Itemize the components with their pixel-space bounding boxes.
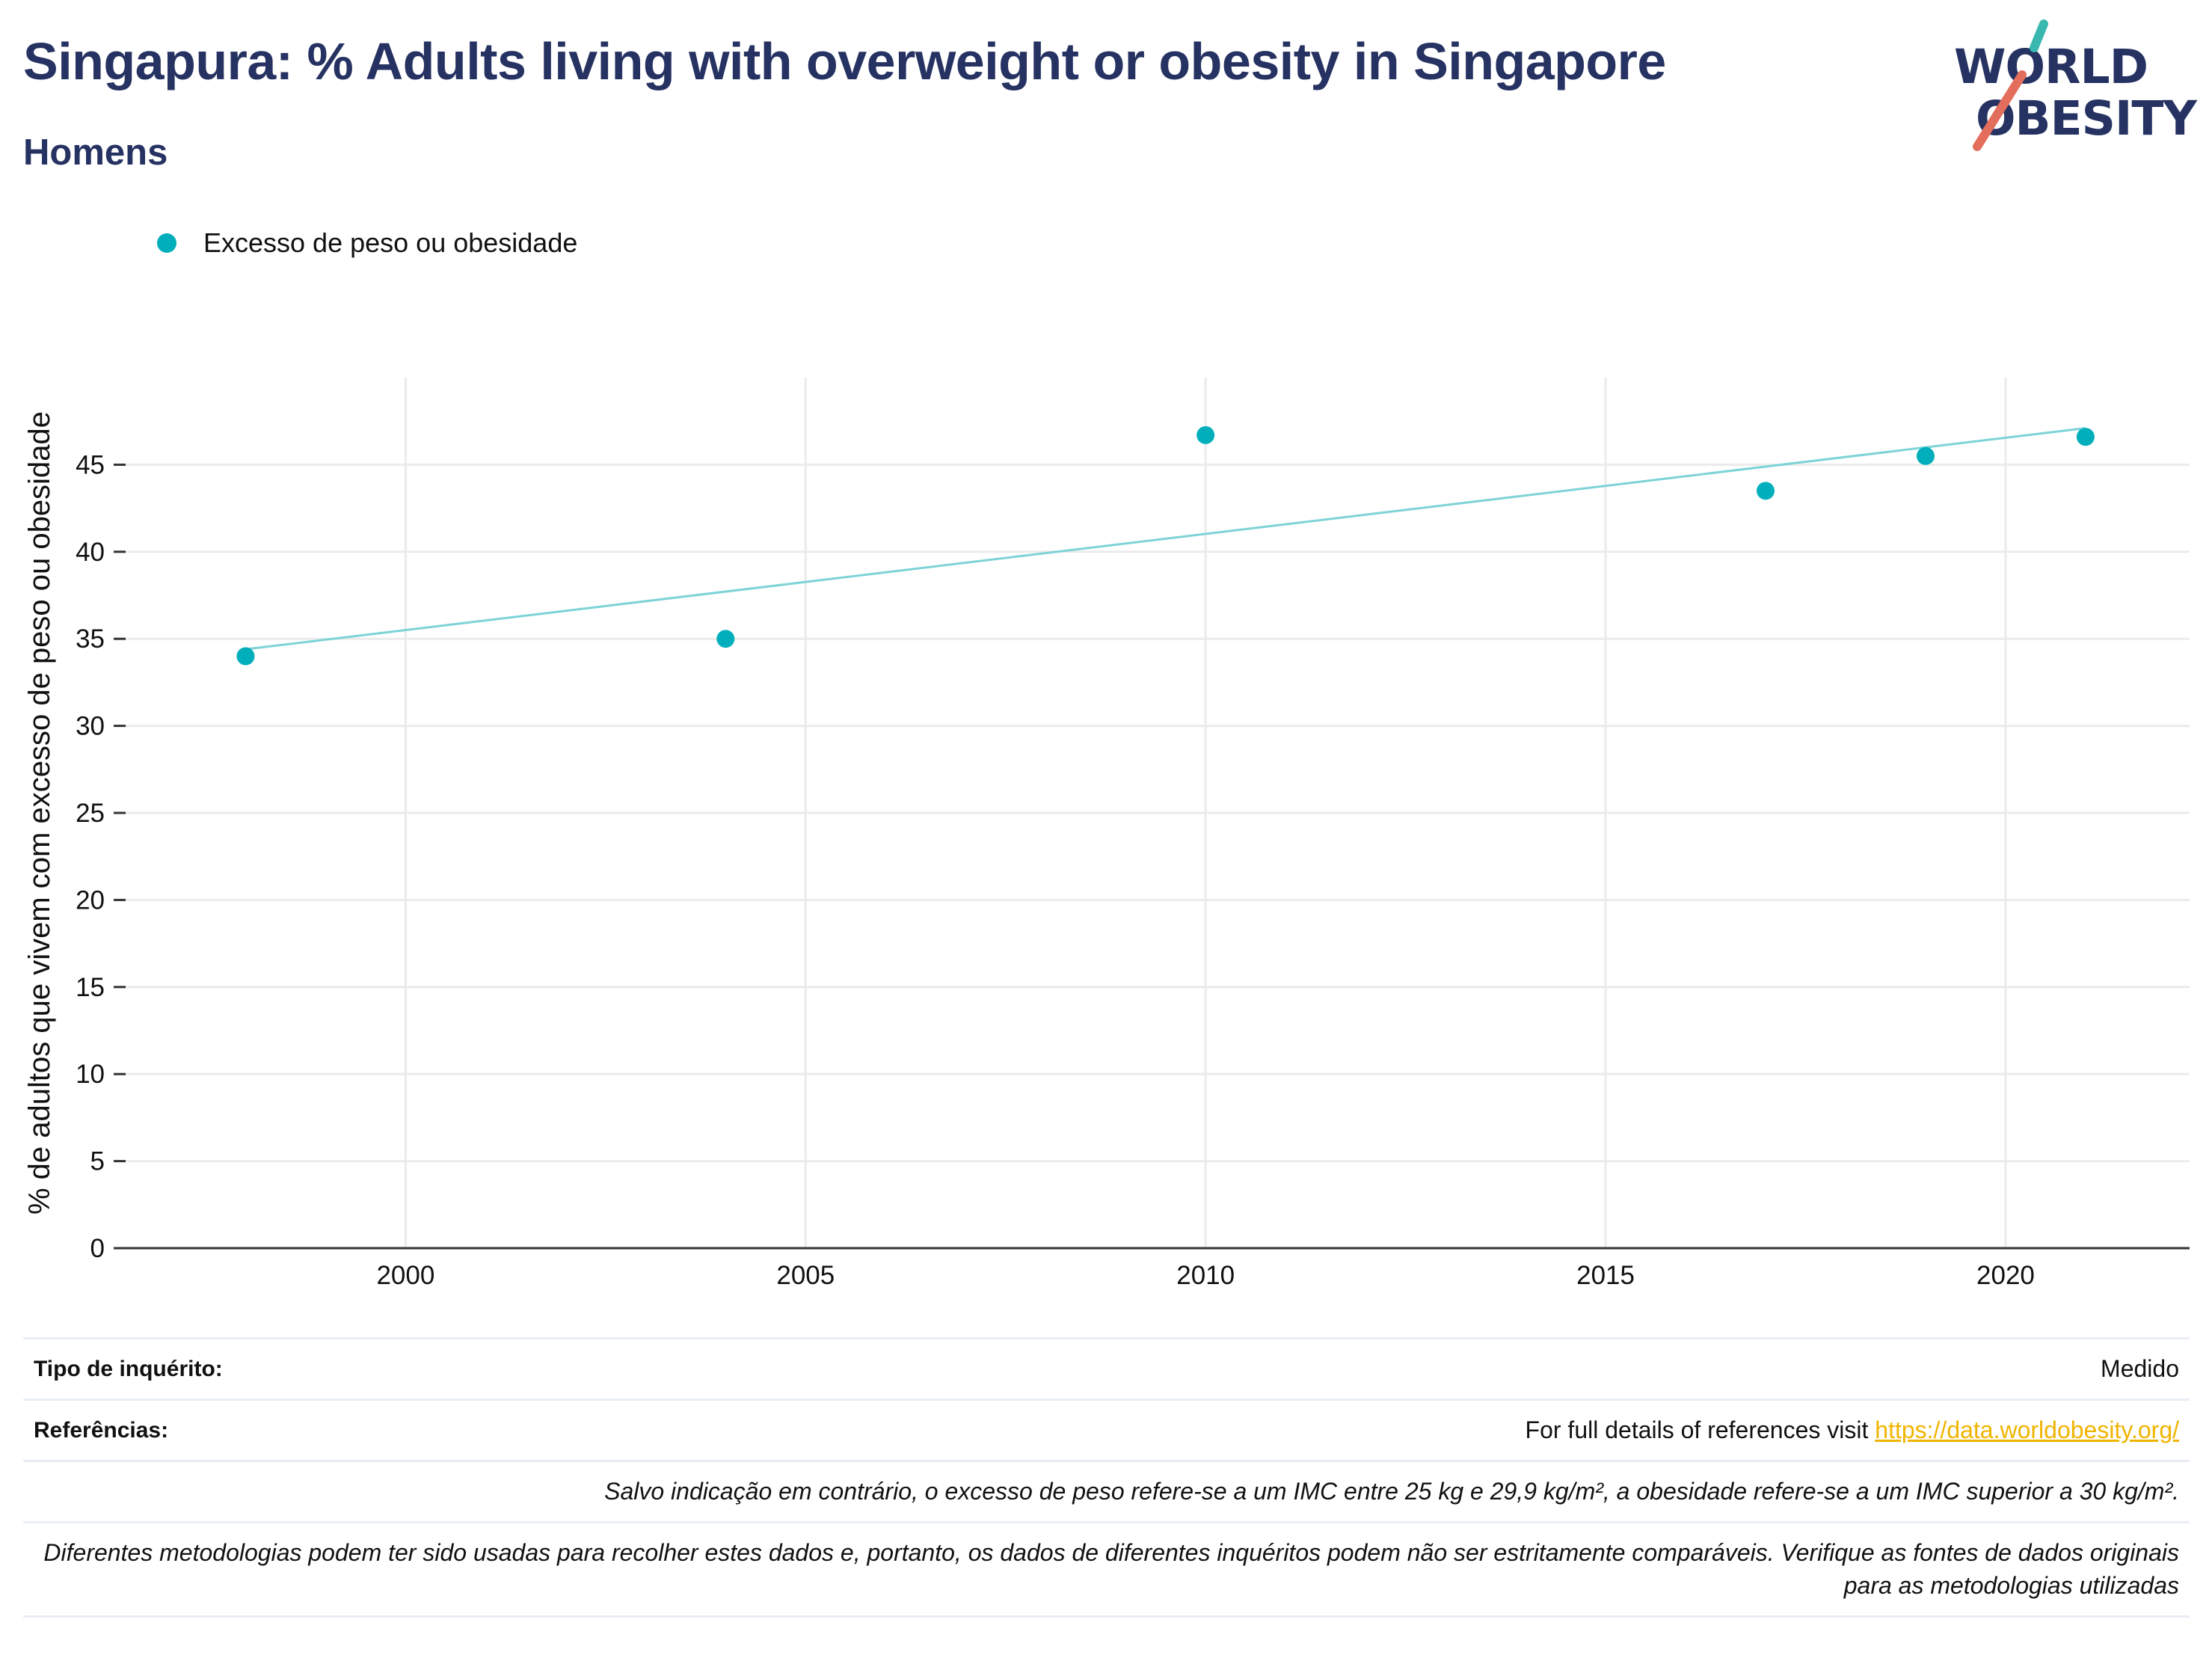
x-tick-label-2015: 2015 (1576, 1261, 1635, 1290)
x-tick-label-2010: 2010 (1176, 1261, 1235, 1290)
y-tick-label-30: 30 (76, 712, 105, 741)
logo-slash-icon (1973, 19, 2048, 151)
y-tick-label-15: 15 (76, 973, 105, 1002)
y-tick-label-5: 5 (90, 1147, 105, 1176)
legend-marker (157, 233, 176, 253)
logo-line-1: WORLD (1954, 40, 2148, 94)
x-tick-label-2005: 2005 (776, 1261, 835, 1290)
y-tick-label-0: 0 (90, 1234, 105, 1263)
data-point-0-3 (1757, 482, 1775, 500)
y-axis-title: % de adultos que vivem com excesso de pe… (23, 411, 56, 1215)
y-tick-label-25: 25 (76, 799, 105, 828)
data-point-0-0 (236, 647, 255, 666)
methodology-note-row: Diferentes metodologias podem ter sido u… (23, 1523, 2190, 1618)
y-tick-label-35: 35 (76, 624, 105, 654)
x-tick-label-2020: 2020 (1976, 1261, 2035, 1290)
logo-slash-teal (2030, 19, 2048, 52)
data-point-0-1 (716, 630, 735, 648)
world-obesity-logo[interactable]: WORLD OBESITY (1952, 19, 2199, 156)
y-tick-label-20: 20 (76, 885, 105, 915)
chart-subtitle: Homens (23, 132, 168, 173)
references-text: For full details of references visit (1525, 1416, 1875, 1443)
y-tick-label-45: 45 (76, 450, 105, 479)
x-tick-label-2000: 2000 (376, 1261, 434, 1290)
scatter-chart: 0 5 10 15 20 25 30 35 40 45 2000 2005 2010 2015 2020 % … (23, 378, 2190, 1290)
references-row: Referências: For full details of referen… (23, 1401, 2190, 1462)
logo-slash-red (1973, 70, 2027, 151)
legend-label: Excesso de peso ou obesidade (203, 227, 578, 258)
y-tick-label-10: 10 (76, 1060, 105, 1089)
bmi-note: Salvo indicação em contrário, o excesso … (604, 1477, 2179, 1505)
chart-area: 0 5 10 15 20 25 30 35 40 45 2000 2005 2010 2015 2020 % … (23, 378, 2190, 1290)
bmi-note-row: Salvo indicação em contrário, o excesso … (23, 1462, 2190, 1523)
data-point-0-5 (2076, 428, 2095, 446)
survey-type-value: Medido (2101, 1355, 2179, 1382)
logo-line-2: OBESITY (1976, 91, 2197, 146)
data-point-0-2 (1196, 426, 1215, 444)
chart-title: Singapura: % Adults living with overweig… (23, 32, 1666, 90)
y-tick-label-40: 40 (76, 538, 105, 567)
methodology-note: Diferentes metodologias podem ter sido u… (43, 1539, 2179, 1599)
survey-type-row: Tipo de inquérito: Medido (23, 1339, 2190, 1401)
references-value: For full details of references visit htt… (1526, 1416, 2179, 1444)
survey-type-label: Tipo de inquérito: (34, 1356, 223, 1381)
data-point-0-4 (1916, 446, 1935, 465)
metadata-table: Tipo de inquérito: Medido Referências: F… (23, 1337, 2190, 1618)
chart-legend: Excesso de peso ou obesidade (157, 224, 577, 262)
references-link[interactable]: https://data.worldobesity.org/ (1875, 1416, 2179, 1443)
trendline (245, 427, 2086, 651)
references-label: Referências: (34, 1417, 169, 1443)
